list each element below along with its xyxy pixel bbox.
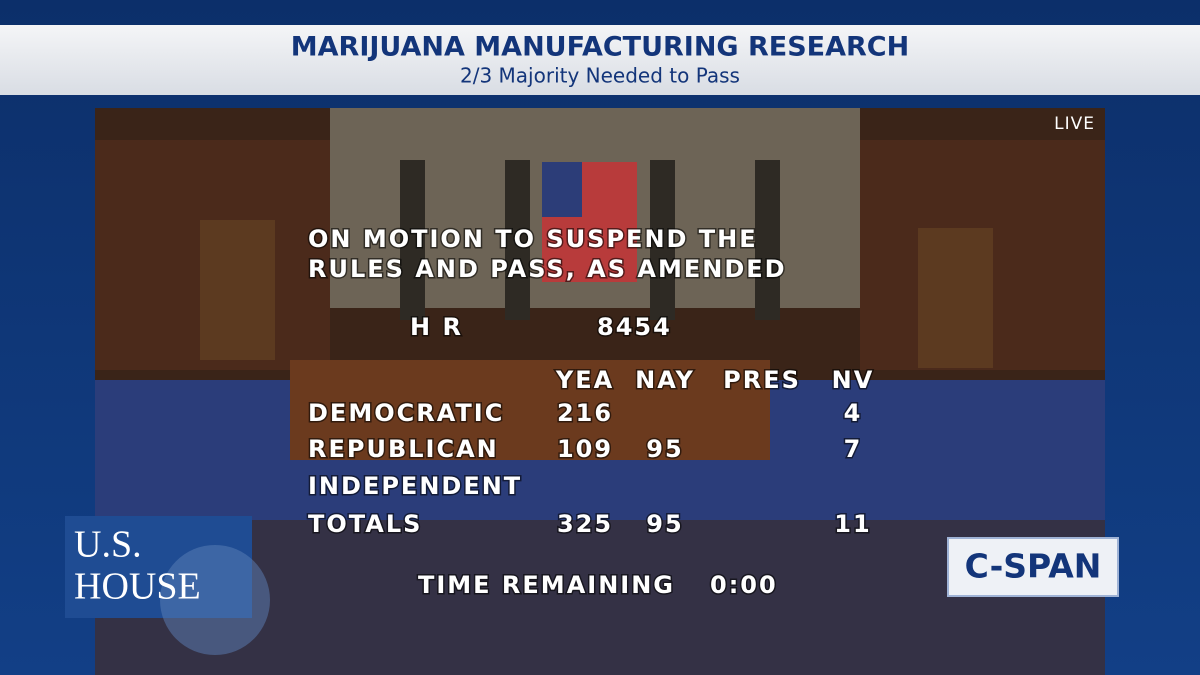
column-header: PRES bbox=[723, 366, 801, 394]
column-header: YEA bbox=[555, 366, 614, 394]
vote-table: YEA NAY PRES NV DEMOCRATIC 216 4 REPUBLICAN 109 9… bbox=[307, 365, 875, 540]
header-bar bbox=[0, 25, 1200, 95]
logo-line: HOUSE bbox=[74, 566, 201, 608]
party-label: REPUBLICAN bbox=[308, 435, 499, 463]
column-header: NAY bbox=[635, 366, 695, 394]
vote-count: 216 bbox=[557, 399, 613, 427]
column-header: NV bbox=[832, 366, 875, 394]
motion-line: ON MOTION TO SUSPEND THE bbox=[308, 225, 758, 253]
vote-count: 109 bbox=[557, 435, 613, 463]
house-logo: U.S. HOUSE bbox=[65, 516, 270, 655]
party-label: INDEPENDENT bbox=[308, 472, 522, 500]
live-tag: LIVE bbox=[1054, 114, 1095, 134]
time-label: TIME REMAINING bbox=[418, 571, 675, 599]
party-label: TOTALS bbox=[308, 510, 422, 538]
logo-line: U.S. bbox=[74, 524, 142, 566]
vote-count: 11 bbox=[834, 510, 871, 538]
bill-label: H R bbox=[410, 313, 463, 341]
vote-count: 95 bbox=[646, 510, 683, 538]
network-logo: C-SPAN bbox=[947, 537, 1119, 597]
video bbox=[95, 108, 1105, 675]
vote-count: 325 bbox=[557, 510, 613, 538]
vote-count: 95 bbox=[646, 435, 683, 463]
time-value: 0:00 bbox=[710, 571, 778, 599]
title: MARIJUANA MANUFACTURING RESEARCH bbox=[291, 32, 909, 63]
party-label: DEMOCRATIC bbox=[308, 399, 504, 427]
vote-count: 4 bbox=[844, 399, 863, 427]
subtitle: 2/3 Majority Needed to Pass bbox=[460, 64, 740, 88]
bill-number: 8454 bbox=[597, 313, 672, 341]
network-name: C-SPAN bbox=[965, 547, 1102, 586]
vote-count: 7 bbox=[844, 435, 863, 463]
motion-line: RULES AND PASS, AS AMENDED bbox=[308, 255, 787, 283]
